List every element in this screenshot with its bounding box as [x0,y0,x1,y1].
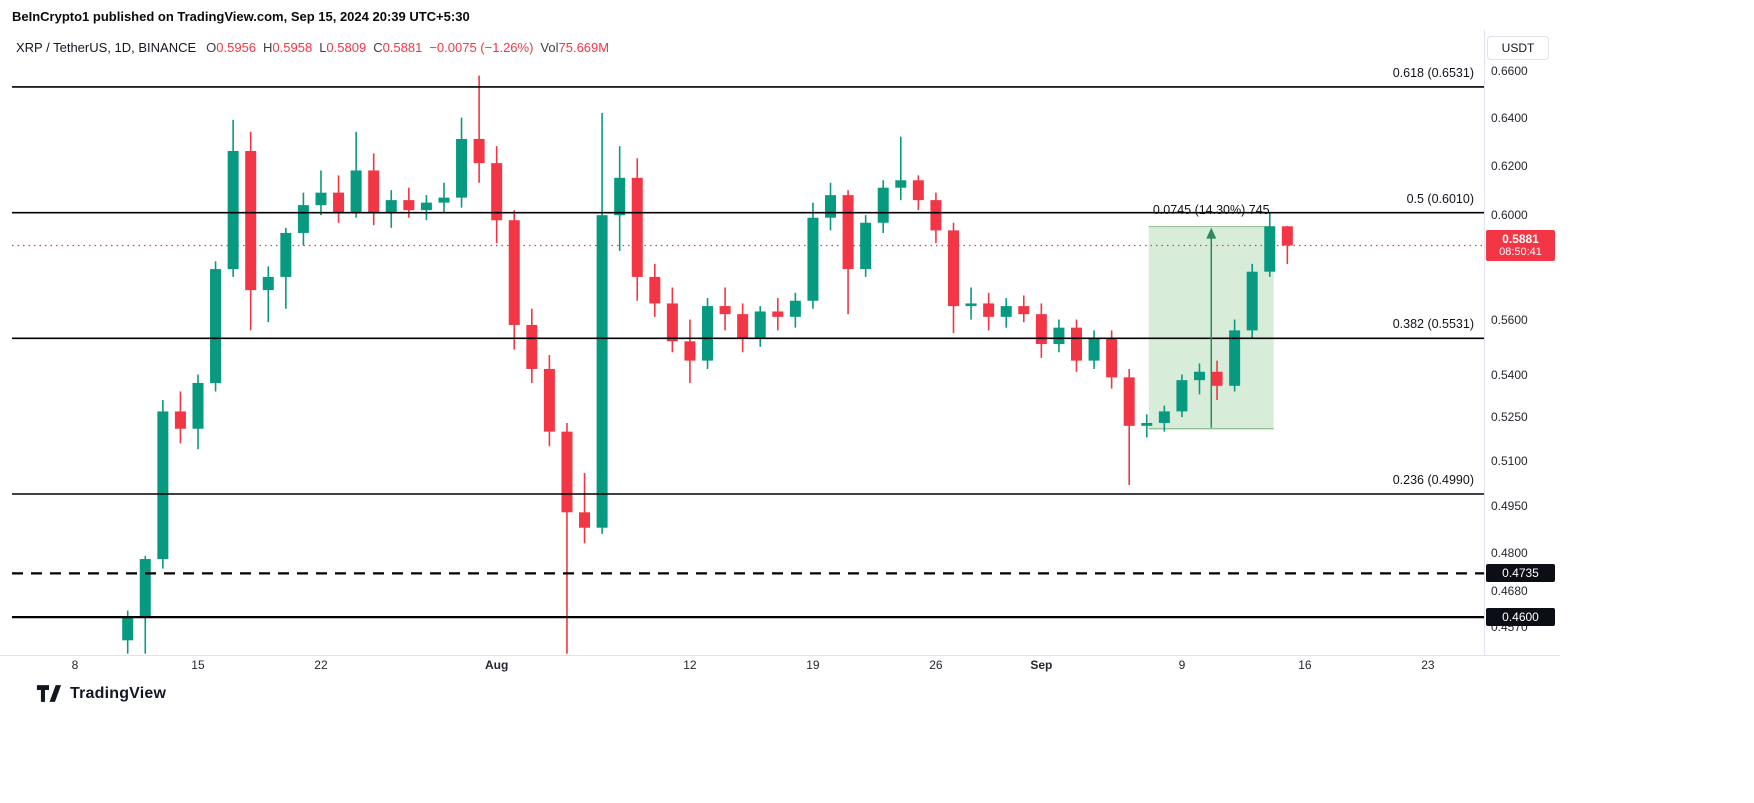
candle-body [1053,327,1065,345]
candle-body [1141,422,1153,426]
candle-body [526,324,538,369]
candle-body [912,180,924,201]
candle-body [122,617,134,641]
candle-body [737,314,749,339]
candle-body [1281,226,1293,246]
tradingview-logo-icon [36,685,62,702]
candle-body [1264,226,1276,272]
candle-body [473,138,485,164]
candle-body [438,197,450,203]
candle-body [579,512,591,528]
candle-body [1193,371,1205,381]
candle-body [1229,330,1241,386]
candle-body [877,187,889,223]
candle-body [350,170,362,213]
candle-body [702,306,714,361]
candle-body [1070,327,1082,361]
legend-field: C0.5881 [373,40,423,55]
candle-body [333,192,345,213]
candle-body [930,200,942,231]
candle-body [842,195,854,270]
candle-body [403,200,415,211]
legend-field: Vol75.669M [540,40,610,55]
candle-body [561,431,573,513]
candle-body [1176,380,1188,412]
candle-body [280,232,292,277]
candle-body [1246,271,1258,331]
symbol-title[interactable]: XRP / TetherUS, 1D, BINANCE [16,40,197,55]
candle-body [754,311,766,339]
measurement-arrow [1206,227,1217,428]
candle-body [139,559,151,618]
candle-body [491,163,503,221]
candle-body [860,222,872,270]
candle-body [174,411,186,429]
candle-body [1123,377,1135,426]
tradingview-branding[interactable]: TradingView [36,684,166,703]
candle-body [508,220,520,325]
candle-body [420,202,432,211]
legend-field: O0.5956 [206,40,257,55]
candle-body [807,217,819,301]
candle-body [192,382,204,429]
candle-body [1035,314,1047,345]
candle-body [368,170,380,213]
legend-field: H0.5958 [263,40,313,55]
candle-body [666,303,678,342]
candle-body [297,205,309,233]
chart-legend: XRP / TetherUS, 1D, BINANCE O0.5956 H0.595… [16,40,616,55]
candle-body [614,177,626,216]
candle-body [895,180,907,188]
candle-body [456,138,468,198]
candle-body [1211,371,1223,386]
publish-header: BeInCrypto1 published on TradingView.com… [12,9,470,24]
candle-body [385,200,397,213]
candle-body [315,192,327,206]
candle-body [245,151,257,291]
candle-body [649,276,661,304]
candle-body [1088,338,1100,361]
candle-body [1018,306,1030,315]
legend-field: L0.5809 [319,40,367,55]
tradingview-logo-text: TradingView [70,684,167,702]
candle-body [227,151,239,270]
legend-field: −0.0075 (−1.26%) [429,40,534,55]
candle-body [1106,338,1118,378]
candle-body [965,303,977,307]
candle-body [983,303,995,317]
candle-body [157,411,169,560]
candle-body [631,177,643,277]
candle-body [1000,306,1012,317]
candle-body [596,215,608,528]
candle-body [210,269,222,383]
candle-body [1158,411,1170,423]
candle-body [789,300,801,317]
ohlc-legend: O0.5956 H0.5958 L0.5809 C0.5881 −0.0075 (−1.… [206,40,616,55]
currency-unit-button[interactable]: USDT [1487,36,1549,60]
candle-body [684,341,696,361]
candle-body [543,368,555,432]
candle-body [948,230,959,307]
candle-body [262,276,274,291]
candle-body [719,306,731,315]
candle-body [825,195,837,218]
candle-body [772,311,784,317]
candles [122,75,1293,654]
